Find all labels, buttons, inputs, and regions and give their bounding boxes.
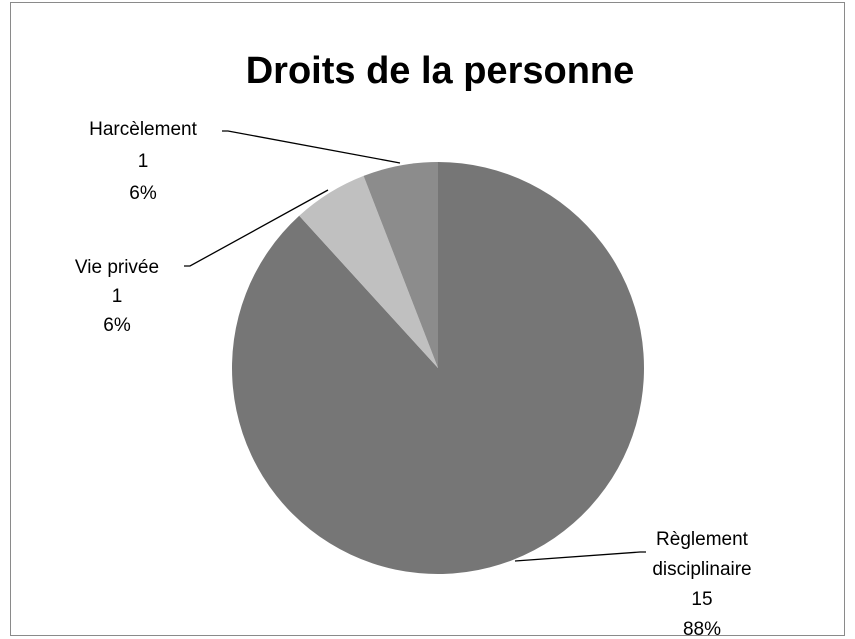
data-label-value: 15 bbox=[691, 589, 712, 610]
data-label-category: Règlement bbox=[656, 529, 749, 550]
data-label-category: Vie privée bbox=[75, 257, 159, 278]
data-label-value: 1 bbox=[112, 286, 123, 307]
data-label-category: Harcèlement bbox=[89, 119, 197, 140]
pie-slice bbox=[363, 162, 438, 368]
pie-slice bbox=[299, 175, 438, 368]
chart-title: Droits de la personne bbox=[246, 50, 635, 92]
leader-line bbox=[514, 551, 646, 562]
data-label-percent: 6% bbox=[103, 315, 131, 336]
leader-line bbox=[184, 189, 329, 267]
data-label-percent: 88% bbox=[683, 619, 721, 639]
data-label-value: 1 bbox=[138, 151, 149, 172]
pie-slice bbox=[231, 162, 644, 574]
data-label-percent: 6% bbox=[129, 183, 157, 204]
leader-line bbox=[222, 130, 401, 164]
data-label-category: disciplinaire bbox=[652, 559, 751, 580]
